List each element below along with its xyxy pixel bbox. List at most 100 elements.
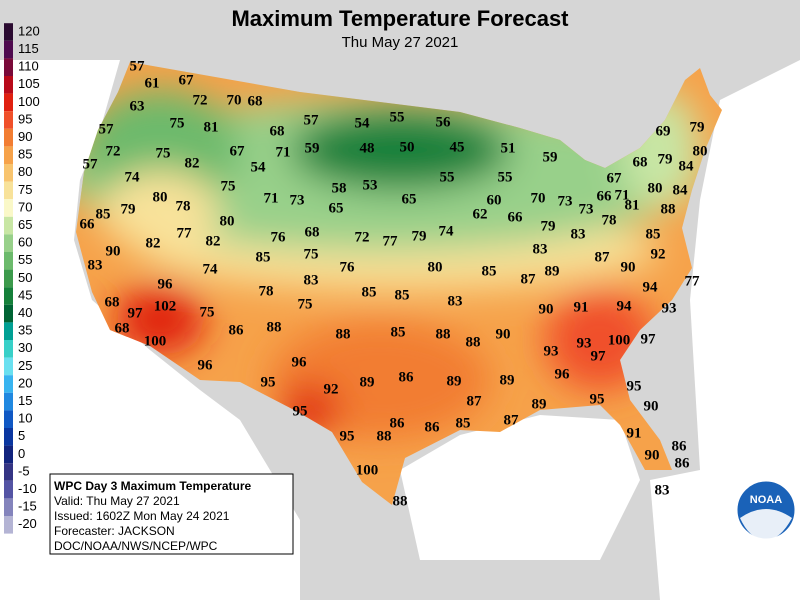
station-value: 67: [230, 143, 246, 159]
station-value: 48: [360, 140, 375, 156]
station-value: 96: [292, 354, 308, 370]
station-value: 97: [128, 305, 144, 321]
legend-label: 115: [18, 41, 39, 56]
legend-label: 70: [18, 199, 32, 214]
station-value: 83: [571, 226, 586, 242]
field-band: [290, 110, 510, 190]
station-value: 88: [466, 334, 481, 350]
legend-label: 10: [18, 411, 32, 426]
legend-label: 90: [18, 129, 32, 144]
info-line: DOC/NOAA/NWS/NCEP/WPC: [54, 539, 218, 553]
info-box: [49, 473, 294, 555]
station-value: 100: [608, 332, 631, 348]
station-value: 79: [658, 151, 673, 167]
legend-label: 65: [18, 217, 32, 232]
map-subtitle: Thu May 27 2021: [342, 34, 459, 51]
station-value: 68: [105, 294, 120, 310]
station-value: 91: [574, 299, 589, 315]
station-value: 85: [482, 263, 497, 279]
station-value: 71: [615, 187, 630, 203]
field-band: [80, 90, 240, 210]
legend-label: 95: [18, 111, 32, 126]
station-value: 53: [363, 177, 378, 193]
atlantic-ocean: [650, 60, 800, 600]
station-value: 86: [399, 369, 415, 385]
station-value: 88: [661, 201, 676, 217]
station-value: 68: [270, 123, 285, 139]
station-value: 71: [276, 144, 291, 160]
station-value: 97: [591, 348, 607, 364]
legend-swatch: [4, 287, 13, 305]
station-value: 97: [641, 331, 657, 347]
station-value: 79: [412, 228, 427, 244]
station-value: 84: [673, 182, 689, 198]
station-value: 94: [617, 298, 633, 314]
station-value: 102: [154, 298, 177, 314]
station-value: 90: [539, 301, 554, 317]
station-value: 89: [532, 396, 547, 412]
station-value: 89: [500, 372, 515, 388]
station-value: 76: [271, 229, 287, 245]
legend-swatch: [4, 480, 13, 499]
station-value: 90: [621, 259, 636, 275]
station-value: 54: [251, 159, 267, 175]
legend-swatch: [4, 375, 13, 393]
legend-label: 5: [18, 428, 25, 443]
legend-swatch: [4, 164, 13, 182]
station-value: 63: [130, 98, 145, 114]
station-value: 85: [391, 324, 406, 340]
station-value: 75: [170, 115, 185, 131]
legend-swatch: [4, 128, 13, 147]
station-value: 78: [602, 212, 617, 228]
station-value: 93: [544, 343, 559, 359]
legend-swatch: [4, 357, 13, 376]
field-band: [100, 170, 220, 250]
station-value: 95: [340, 428, 355, 444]
station-value: 81: [625, 197, 640, 213]
station-value: 51: [501, 140, 516, 156]
station-value: 65: [402, 191, 417, 207]
station-value: 73: [290, 192, 305, 208]
station-value: 58: [332, 180, 347, 196]
station-value: 73: [579, 201, 594, 217]
legend-label: 120: [18, 23, 40, 38]
station-value: 83: [655, 482, 670, 498]
station-value: 75: [156, 145, 171, 161]
station-value: 68: [633, 154, 648, 170]
legend: 1201151101051009590858075706560555045403…: [4, 23, 40, 534]
legend-swatch: [4, 516, 13, 534]
station-value: 92: [324, 381, 339, 397]
station-value: 55: [390, 109, 405, 125]
station-value: 79: [690, 119, 705, 135]
legend-label: -5: [18, 463, 30, 478]
legend-label: 55: [18, 252, 32, 267]
legend-label: 35: [18, 323, 32, 338]
legend-swatch: [4, 463, 13, 481]
info-line: WPC Day 3 Maximum Temperature: [54, 479, 251, 493]
noaa-logo-wave: [740, 509, 792, 540]
station-value: 80: [428, 259, 443, 275]
pacific-ocean: [0, 60, 300, 600]
station-value: 77: [383, 233, 399, 249]
info-line: Issued: 1602Z Mon May 24 2021: [54, 509, 230, 523]
legend-swatch: [4, 392, 13, 411]
gulf-of-mexico: [400, 415, 640, 560]
legend-label: -15: [18, 499, 37, 514]
station-value: 57: [83, 156, 99, 172]
station-value: 100: [144, 333, 167, 349]
station-value: 88: [436, 326, 451, 342]
station-value: 85: [646, 226, 661, 242]
station-value: 90: [496, 326, 511, 342]
station-value: 95: [627, 378, 642, 394]
station-value: 72: [193, 92, 208, 108]
station-value: 62: [473, 206, 488, 222]
legend-swatch: [4, 410, 13, 428]
station-value: 68: [115, 320, 130, 336]
station-value: 79: [541, 218, 556, 234]
station-value: 69: [656, 123, 671, 139]
legend-label: -10: [18, 481, 37, 496]
station-value: 83: [533, 241, 548, 257]
legend-label: 75: [18, 182, 32, 197]
map-title: Maximum Temperature Forecast: [231, 6, 569, 31]
